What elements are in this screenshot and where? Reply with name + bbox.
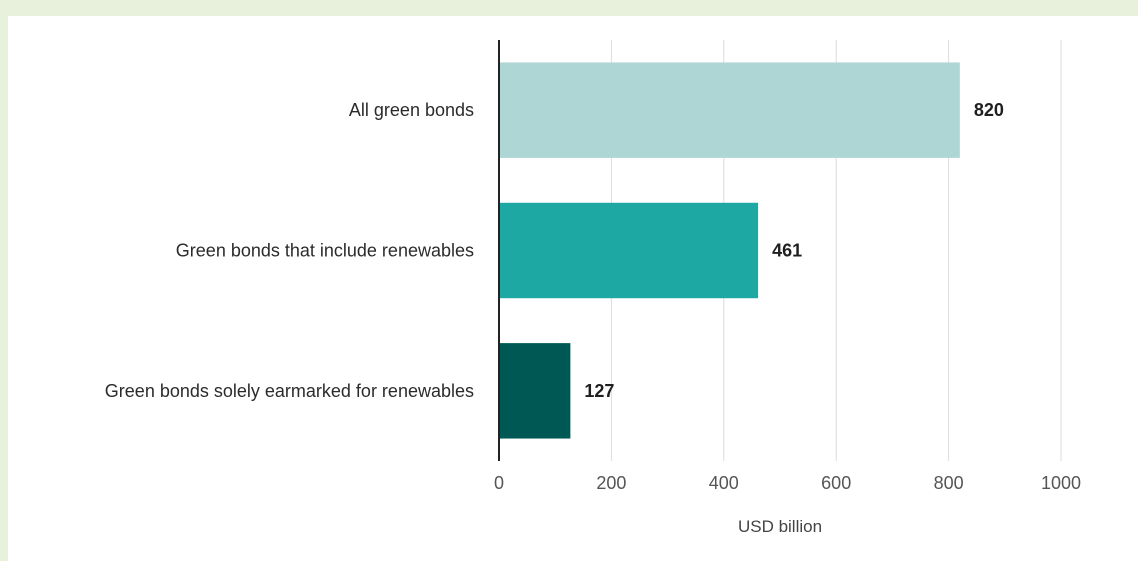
bar [499,343,571,439]
bar [499,202,759,299]
category-label: Green bonds solely earmarked for renewab… [105,381,474,401]
value-labels: 820 461 127 [584,100,1004,401]
x-tick-label: 0 [494,473,504,493]
x-tick-label: 200 [596,473,626,493]
x-tick-label: 600 [821,473,851,493]
value-label: 127 [584,381,614,401]
bar-chart: All green bonds Green bonds that include … [105,40,1081,536]
value-label: 461 [772,241,802,261]
chart-panel: All green bonds Green bonds that include … [8,16,1138,561]
x-tick-label: 400 [709,473,739,493]
x-axis-title: USD billion [738,517,822,536]
bars [499,62,960,439]
x-tick-labels: 0 200 400 600 800 1000 [494,473,1081,493]
value-label: 820 [974,100,1004,120]
category-labels: All green bonds Green bonds that include … [105,100,474,401]
bar [499,62,960,158]
x-tick-label: 1000 [1041,473,1081,493]
x-tick-label: 800 [934,473,964,493]
category-label: All green bonds [349,100,474,120]
category-label: Green bonds that include renewables [176,241,474,261]
